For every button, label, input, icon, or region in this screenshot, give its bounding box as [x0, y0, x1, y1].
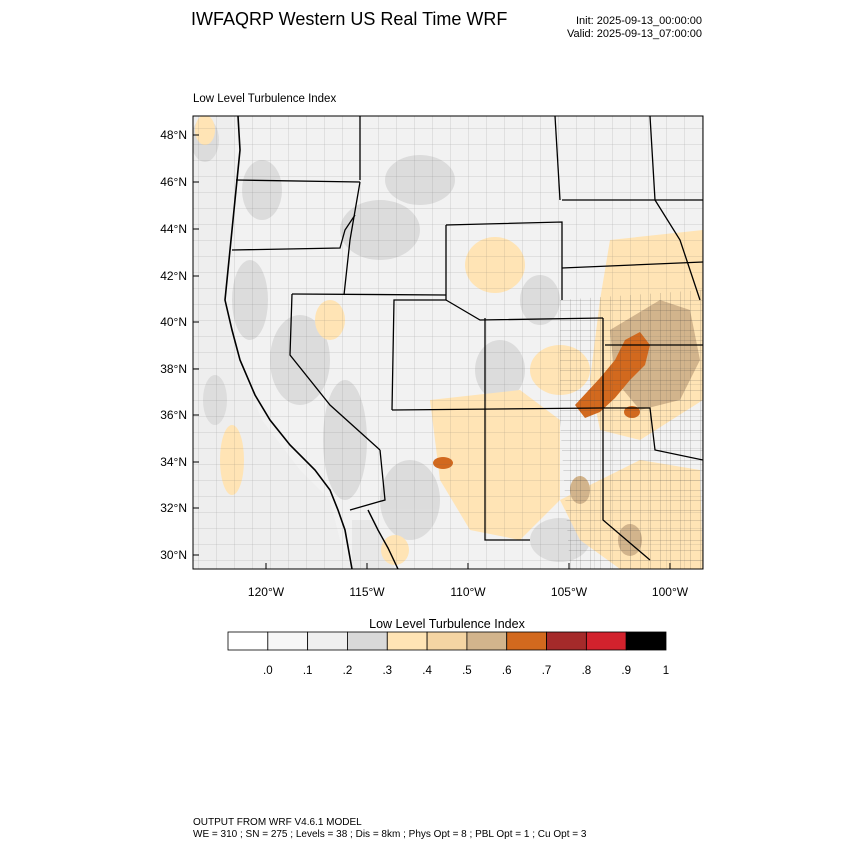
lon-label: 120°W	[248, 585, 285, 599]
colorbar-swatch	[267, 631, 309, 651]
lat-label: 42°N	[160, 269, 187, 283]
model-info: OUTPUT FROM WRF V4.6.1 MODEL WE = 310 ; …	[193, 817, 586, 840]
colorbar-label: .5	[462, 665, 472, 677]
colorbar-swatch	[426, 631, 468, 651]
colorbar-label: .4	[422, 665, 432, 677]
map-frame	[192, 115, 704, 570]
main-title: IWFAQRP Western US Real Time WRF	[191, 9, 508, 29]
lon-label: 110°W	[450, 585, 486, 599]
lat-label: 44°N	[160, 222, 187, 236]
plot-title: Low Level Turbulence Index	[193, 93, 337, 105]
init-time: Init: 2025-09-13_00:00:00	[576, 15, 702, 27]
map-area	[193, 116, 703, 569]
colorbar-swatch	[466, 631, 508, 651]
colorbar-swatch	[307, 631, 348, 651]
colorbar-swatch	[506, 631, 547, 651]
colorbar-label: .8	[582, 665, 592, 677]
lat-label: 48°N	[160, 128, 187, 142]
colorbar-label: 1	[663, 665, 669, 677]
colorbar-label: .6	[502, 665, 512, 677]
lon-label: 100°W	[652, 585, 689, 599]
colorbar-swatch	[347, 631, 388, 651]
lat-label: 36°N	[160, 408, 187, 422]
lat-label: 34°N	[160, 455, 187, 469]
colorbar-swatch	[546, 631, 587, 651]
pacific-coastline	[224, 116, 353, 569]
county-lines-plains	[560, 290, 703, 569]
colorbar-label: .1	[303, 665, 313, 677]
longitude-axis: 120°W 115°W 110°W 105°W 100°W	[248, 563, 689, 599]
colorbar-swatch	[386, 631, 428, 651]
lat-label: 30°N	[160, 548, 187, 562]
time-info: Init: 2025-09-13_00:00:00 Valid: 2025-09…	[567, 15, 702, 41]
colorbar	[227, 631, 667, 651]
colorbar-label: .3	[382, 665, 392, 677]
state-borders	[231, 116, 703, 561]
lat-label: 38°N	[160, 362, 187, 376]
colorbar-swatch	[585, 631, 627, 651]
colorbar-label: .9	[621, 665, 631, 677]
lon-label: 115°W	[349, 585, 385, 599]
colorbar-label: .2	[343, 665, 353, 677]
lat-label: 32°N	[160, 501, 187, 515]
lat-label: 46°N	[160, 175, 187, 189]
model-version: OUTPUT FROM WRF V4.6.1 MODEL	[193, 817, 362, 828]
colorbar-label: .0	[263, 665, 273, 677]
model-settings: WE = 310 ; SN = 275 ; Levels = 38 ; Dis …	[193, 828, 587, 840]
latitude-axis: 48°N 46°N 44°N 42°N 40°N 38°N 36°N 34°N 32°N 30°N	[160, 128, 199, 562]
lon-label: 105°W	[551, 585, 588, 599]
valid-time: Valid: 2025-09-13_07:00:00	[567, 28, 702, 40]
colorbar-label: .7	[542, 665, 552, 677]
colorbar-labels: .0 .1 .2 .3 .4 .5 .6 .7 .8 .9 1	[263, 665, 669, 677]
baja-coastline	[367, 509, 399, 569]
colorbar-swatch	[625, 631, 667, 651]
lat-label: 40°N	[160, 315, 187, 329]
colorbar-title: Low Level Turbulence Index	[369, 617, 525, 631]
colorbar-swatch	[227, 631, 269, 651]
